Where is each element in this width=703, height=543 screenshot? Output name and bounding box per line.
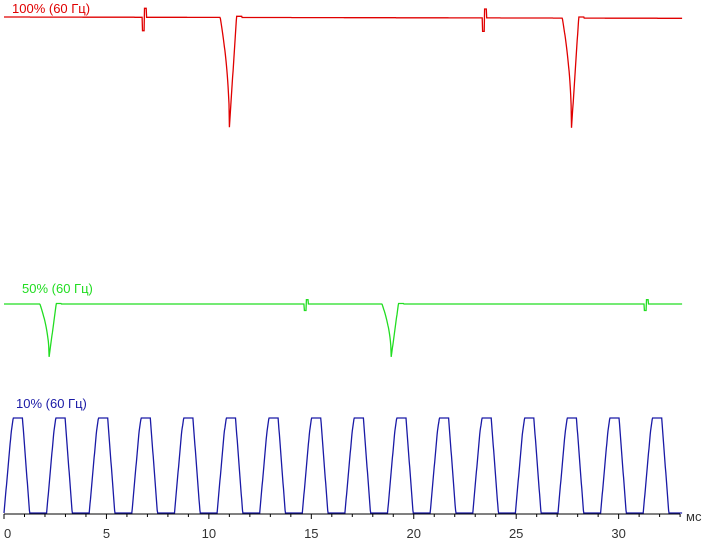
x-tick-label: 20	[407, 526, 421, 541]
x-axis: 0 5 10 15 20 25 30 мс	[3, 509, 702, 541]
series-line-1	[4, 7, 683, 128]
x-tick-label: 15	[304, 526, 318, 541]
x-axis-ticks: 0 5 10 15 20 25 30	[3, 514, 681, 541]
x-axis-unit-label: мс	[686, 509, 702, 524]
plot-lines	[3, 7, 683, 514]
series-label-3: 10% (60 Гц)	[16, 396, 87, 411]
series-labels: 100% (60 Гц) 50% (60 Гц) 10% (60 Гц)	[12, 1, 93, 411]
x-tick-label: 10	[202, 526, 216, 541]
series-line-3	[3, 417, 683, 514]
series-label-2: 50% (60 Гц)	[22, 281, 93, 296]
x-tick-label: 30	[611, 526, 625, 541]
x-tick-label: 5	[103, 526, 110, 541]
x-tick-label: 25	[509, 526, 523, 541]
series-label-1: 100% (60 Гц)	[12, 1, 90, 16]
series-line-2	[4, 299, 683, 357]
x-tick-label: 0	[4, 526, 11, 541]
